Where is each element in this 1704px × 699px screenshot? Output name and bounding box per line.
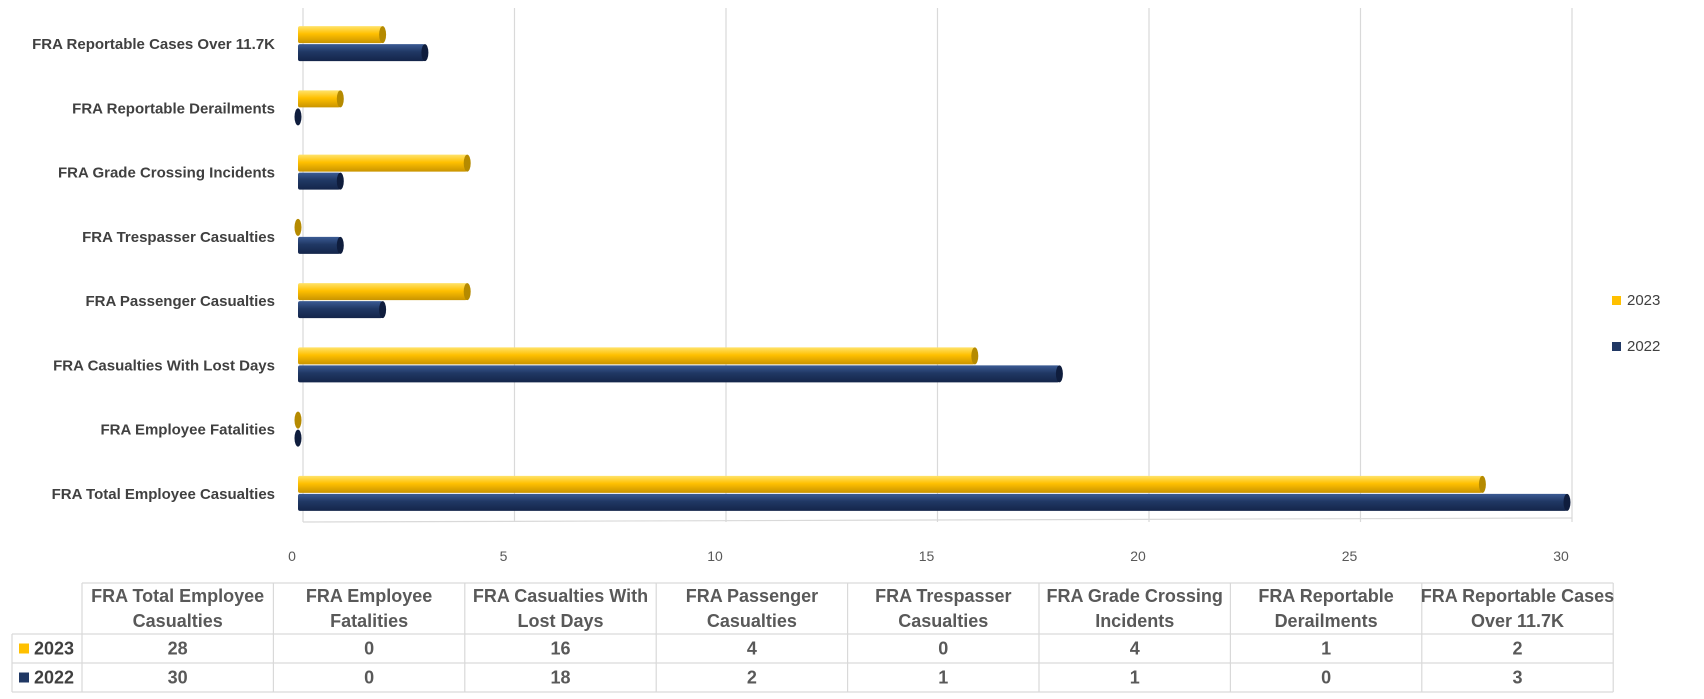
table-header: Casualties [898,611,988,631]
bars [294,26,1571,511]
table-header: FRA Reportable [1258,586,1393,606]
table-cell: 16 [550,639,570,659]
table-header: Lost Days [517,611,603,631]
table-header: FRA Passenger [686,586,818,606]
legend-swatch-2022 [1612,342,1621,351]
legend-swatch-2023 [1612,296,1621,305]
grid-lines [302,8,1573,523]
data-table: FRA Total Employee Casualties FRA Employee… [11,582,1614,693]
table-row-key-2022: 2022 [34,668,74,688]
table-header: FRA Reportable Cases [1421,586,1614,606]
table-header: Derailments [1275,611,1378,631]
table-cell: 4 [1130,639,1140,659]
bar-cap-2023 [1478,475,1486,493]
category-label: FRA Casualties With Lost Days [53,357,275,374]
bar-cap-2023 [463,283,471,301]
table-key-swatch-2022 [19,672,29,683]
bar-2022 [298,172,341,190]
bar-cap-2022 [336,172,344,190]
bar-2022 [298,44,425,62]
table-cell: 4 [747,639,757,659]
x-tick-label: 0 [288,548,296,564]
bar-2023 [298,154,468,172]
table-header: Incidents [1095,611,1174,631]
category-label: FRA Trespasser Casualties [82,229,275,246]
table-cell: 0 [364,639,374,659]
category-label: FRA Employee Fatalities [101,422,276,439]
bar-2022 [298,493,1567,511]
bar-2022 [298,301,383,319]
bar-cap-2023 [971,347,979,365]
bar-cap-2022 [336,236,344,254]
table-cell: 1 [938,668,948,688]
table-cell: 3 [1512,668,1522,688]
legend-label-2022: 2022 [1627,338,1660,355]
x-tick-label: 30 [1553,548,1569,564]
category-label: FRA Reportable Derailments [72,100,275,117]
bar-cap-2023 [336,90,344,108]
legend-label-2023: 2023 [1627,292,1660,309]
bar-cap-2022 [1563,493,1571,511]
table-header: FRA Grade Crossing [1047,586,1223,606]
table-header: Fatalities [330,611,408,631]
table-header: Casualties [133,611,223,631]
x-tick-label: 10 [707,548,723,564]
table-cell: 0 [1321,668,1331,688]
bar-cap-2023 [294,411,302,429]
x-tick-label: 25 [1342,548,1358,564]
bar-cap-2022 [294,429,302,447]
table-header: FRA Total Employee [91,586,264,606]
table-cell: 0 [938,639,948,659]
category-label: FRA Reportable Cases Over 11.7K [32,36,275,53]
bar-2023 [298,26,383,44]
bar-2022 [298,236,341,254]
table-header: Over 11.7K [1471,611,1564,631]
bar-2023 [298,475,1483,493]
category-label: FRA Passenger Casualties [85,293,275,310]
table-header: FRA Trespasser [875,586,1011,606]
table-cell: 18 [550,668,570,688]
x-axis-ticks: 0 5 10 15 20 25 30 [288,548,1569,564]
table-header: Casualties [707,611,797,631]
bar-2022 [298,365,1060,383]
bar-cap-2023 [379,26,387,44]
x-tick-label: 5 [500,548,508,564]
table-key-swatch-2023 [19,643,29,654]
table-cell: 0 [364,668,374,688]
plot-floor [302,517,1573,523]
table-row-key-2023: 2023 [34,639,74,659]
table-cell: 2 [1512,639,1522,659]
table-header: FRA Employee [306,586,432,606]
bar-2023 [298,283,468,301]
table-cell: 2 [747,668,757,688]
table-cell: 1 [1321,639,1331,659]
category-label: FRA Total Employee Casualties [52,486,275,503]
bar-cap-2022 [379,301,387,319]
bar-cap-2022 [1055,365,1063,383]
legend: 2023 2022 [1612,292,1660,355]
bar-cap-2023 [294,218,302,236]
x-tick-label: 20 [1130,548,1146,564]
bar-cap-2022 [294,108,302,126]
table-cell: 28 [168,639,188,659]
table-header: FRA Casualties With [473,586,648,606]
bar-2023 [298,347,975,365]
bar-cap-2022 [421,44,429,62]
bar-2023 [298,90,341,108]
table-cell: 30 [168,668,188,688]
table-cell: 1 [1130,668,1140,688]
category-labels: FRA Total Employee Casualties FRA Employe… [32,36,275,503]
category-label: FRA Grade Crossing Incidents [58,165,275,182]
x-tick-label: 15 [919,548,935,564]
bar-cap-2023 [463,154,471,172]
